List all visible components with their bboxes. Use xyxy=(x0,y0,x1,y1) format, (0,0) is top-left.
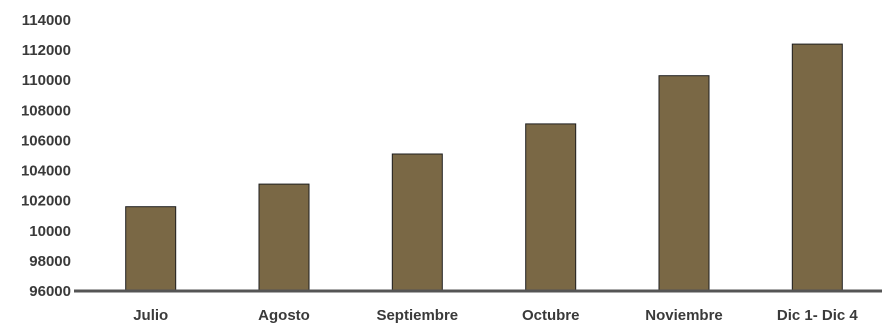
y-tick-label: 110000 xyxy=(22,72,71,89)
y-tick-label: 108000 xyxy=(21,102,71,119)
bar xyxy=(258,183,310,292)
x-category-label: Septiembre xyxy=(376,307,458,324)
bar-series xyxy=(125,43,843,292)
y-axis-ticks: 96000 98000 10000 102000 104000 106000 108000 1… xyxy=(21,12,71,300)
bar xyxy=(791,43,843,292)
bar xyxy=(125,206,177,292)
bar xyxy=(658,75,710,292)
x-axis-labels: Julio Agosto Septiembre Octubre Noviembre Dic… xyxy=(133,307,858,324)
y-tick-label: 102000 xyxy=(21,193,71,210)
y-tick-label: 112000 xyxy=(22,42,71,59)
y-tick-label: 98000 xyxy=(29,253,71,270)
y-tick-label: 106000 xyxy=(21,132,71,149)
y-tick-label: 114000 xyxy=(22,12,71,29)
y-tick-label: 10000 xyxy=(29,223,71,240)
bar xyxy=(391,153,443,292)
y-tick-label: 104000 xyxy=(21,163,71,180)
bar xyxy=(525,123,577,292)
x-category-label: Julio xyxy=(133,307,168,324)
y-tick-label: 96000 xyxy=(29,283,71,300)
x-category-label: Noviembre xyxy=(645,307,723,324)
x-category-label: Agosto xyxy=(258,307,310,324)
x-category-label: Octubre xyxy=(522,307,580,324)
x-category-label: Dic 1- Dic 4 xyxy=(777,307,859,324)
